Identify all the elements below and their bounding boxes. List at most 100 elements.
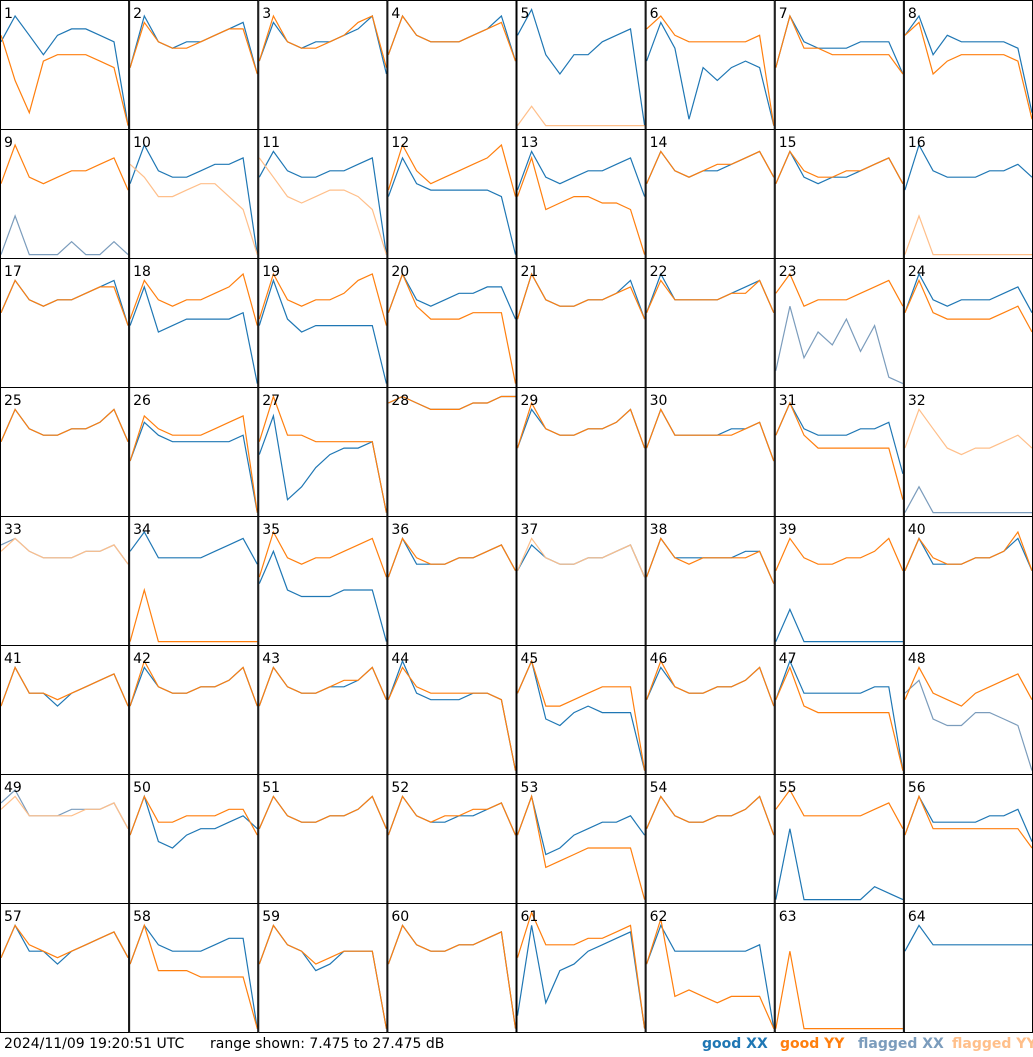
spectrum-line [129,923,258,1029]
spectrum-line [258,394,387,513]
panel-label: 55 [779,780,797,796]
spectrum-line [258,278,387,384]
panel-frame [516,0,646,130]
panel-label: 44 [391,651,409,667]
panel-label: 47 [779,651,797,667]
panel-label: 17 [4,264,22,280]
spectrum-line [258,150,387,255]
panel-label: 39 [779,522,797,538]
panel-label: 23 [779,264,797,280]
spectrum-line [129,163,258,255]
panel-label: 40 [908,522,926,538]
spectrum-line [258,666,387,707]
panel-label: 25 [4,393,22,409]
spectrum-line [258,530,387,578]
spectrum-line [387,272,517,320]
spectrum-line [258,666,387,707]
panel-label: 16 [908,135,926,151]
spectrum-line [646,407,775,462]
spectrum-line [258,14,387,68]
panel-label: 41 [4,651,22,667]
panel-label: 60 [391,909,409,925]
panel-frame [387,903,517,1033]
spectrum-line [646,279,775,313]
spectrum-line [0,35,129,126]
spectrum-line [387,924,517,1029]
panel-label: 61 [521,909,539,925]
spectrum-line [516,408,646,449]
spectrum-line [775,537,904,571]
panel-frame [258,903,388,1033]
panel-label: 26 [133,393,151,409]
spectrum-line [516,401,646,449]
spectrum-line [904,666,1033,707]
panel-frame [516,903,646,1033]
panel-label: 4 [391,6,400,22]
panel-frame [0,903,130,1033]
panel-label: 49 [4,780,22,796]
spectrum-line [0,279,129,326]
spectrum-line [775,14,904,75]
panel-label: 27 [262,393,280,409]
panel-label: 31 [779,393,797,409]
spectrum-line [775,401,904,500]
spectrum-line [904,794,1033,842]
spectrum-line [0,795,129,829]
spectrum-line [646,918,775,1029]
spectrum-line [516,910,646,1029]
spectrum-line [387,659,517,771]
panel-label: 50 [133,780,151,796]
spectrum-line [387,537,517,578]
spectrum-line [0,665,129,707]
panel-label: 63 [779,909,797,925]
spectrum-line [775,272,904,307]
panel-label: 64 [908,909,926,925]
panel-label: 5 [521,6,530,22]
panel-label: 35 [262,522,280,538]
spectrum-line [516,659,646,771]
panel-frame [129,903,259,1033]
spectrum-line [904,143,1033,191]
panel-label: 2 [133,6,142,22]
panel-label: 3 [262,6,271,22]
panel-label: 36 [391,522,409,538]
spectrum-line [129,666,258,707]
panel-label: 9 [4,135,13,151]
spectrum-line [0,143,129,191]
spectrum-line [258,924,387,1029]
panel-label: 33 [4,522,22,538]
spectrum-line [129,21,258,75]
spectrum-line [904,530,1033,571]
panel-label: 18 [133,264,151,280]
spectrum-line [775,659,904,771]
spectrum-line [775,607,903,643]
spectrum-line [646,537,775,584]
panel-label: 12 [391,135,409,151]
spectrum-line [387,666,517,771]
spectrum-line [387,143,517,197]
panel-label: 32 [908,393,926,409]
spectrum-line [516,155,646,255]
spectrum-line [258,14,387,75]
spectrum-line [129,421,258,513]
panel-label: 11 [262,135,280,151]
panel-label: 10 [133,135,151,151]
spectrum-line [646,20,775,126]
spectrum-line [258,549,387,642]
spectrum-line [258,924,387,1029]
spectrum-line [0,214,129,256]
spectrum-line [129,794,258,849]
spectrum-line [775,150,904,184]
panel-label: 58 [133,909,151,925]
spectrum-line [387,795,517,836]
spectrum-line [258,157,387,255]
spectrum-line [646,659,775,707]
panel-label: 22 [650,264,668,280]
panel-frame [0,129,130,259]
spectrum-line [904,537,1033,571]
spectrum-line [646,15,775,126]
spectrum-line [775,306,904,385]
panel-frame [774,903,904,1033]
spectrum-line [775,401,904,475]
spectrum-line [129,530,258,565]
